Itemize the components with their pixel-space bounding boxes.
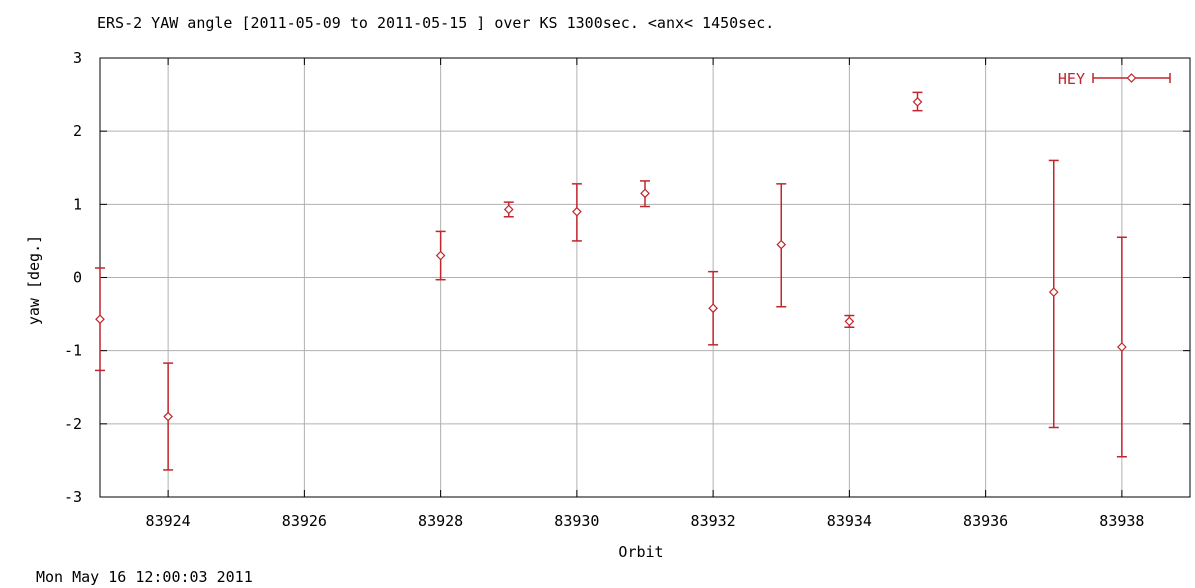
series-hey	[95, 91, 1127, 471]
diamond-marker	[435, 250, 446, 261]
x-tick-label: 83936	[963, 512, 1008, 530]
y-axis-label: yaw [deg.]	[25, 235, 43, 325]
diamond-marker	[640, 188, 650, 199]
ticks: 83924 83926 83928 83930 83932 83934 83936 83938…	[64, 49, 1190, 530]
legend-sample	[1092, 73, 1171, 83]
footer-timestamp: Mon May 16 12:00:03 2011	[36, 568, 253, 586]
chart-title: ERS-2 YAW angle [2011-05-09 to 2011-05-1…	[97, 14, 774, 32]
diamond-marker	[708, 303, 718, 314]
x-tick-label: 83934	[827, 512, 872, 530]
diamond-marker	[912, 97, 923, 107]
x-tick-label: 83938	[1099, 512, 1144, 530]
y-tick-label: -1	[64, 342, 82, 360]
diamond-marker	[776, 239, 787, 250]
data-point	[1116, 236, 1127, 458]
y-tick-label: -2	[64, 415, 82, 433]
diamond-marker	[503, 204, 514, 215]
grid	[100, 58, 1190, 497]
x-tick-label: 83932	[691, 512, 736, 530]
data-point	[912, 91, 923, 112]
diamond-marker	[572, 206, 582, 217]
data-point	[435, 230, 446, 281]
data-point	[776, 183, 787, 308]
y-tick-label: -3	[64, 488, 82, 506]
x-tick-label: 83930	[554, 512, 599, 530]
data-point	[95, 267, 105, 372]
y-tick-label: 2	[73, 122, 82, 140]
diamond-marker	[95, 314, 105, 325]
data-point	[163, 362, 174, 471]
x-tick-label: 83926	[282, 512, 327, 530]
y-tick-label: 0	[73, 269, 82, 287]
legend-marker	[1126, 73, 1137, 83]
legend: HEY	[1058, 70, 1171, 88]
x-tick-label: 83924	[146, 512, 191, 530]
x-axis-label: Orbit	[618, 543, 663, 561]
data-point	[1048, 159, 1059, 429]
x-tick-label: 83928	[418, 512, 463, 530]
data-point	[708, 270, 719, 346]
legend-label: HEY	[1058, 70, 1085, 88]
data-point	[571, 183, 582, 242]
data-point	[640, 180, 650, 208]
diamond-marker	[1117, 342, 1127, 352]
diamond-marker	[844, 316, 855, 327]
diamond-marker	[1048, 287, 1059, 297]
y-tick-label: 3	[73, 49, 82, 67]
data-point	[844, 314, 855, 329]
diamond-marker	[163, 411, 173, 422]
data-point	[503, 201, 514, 218]
y-tick-label: 1	[73, 195, 82, 213]
